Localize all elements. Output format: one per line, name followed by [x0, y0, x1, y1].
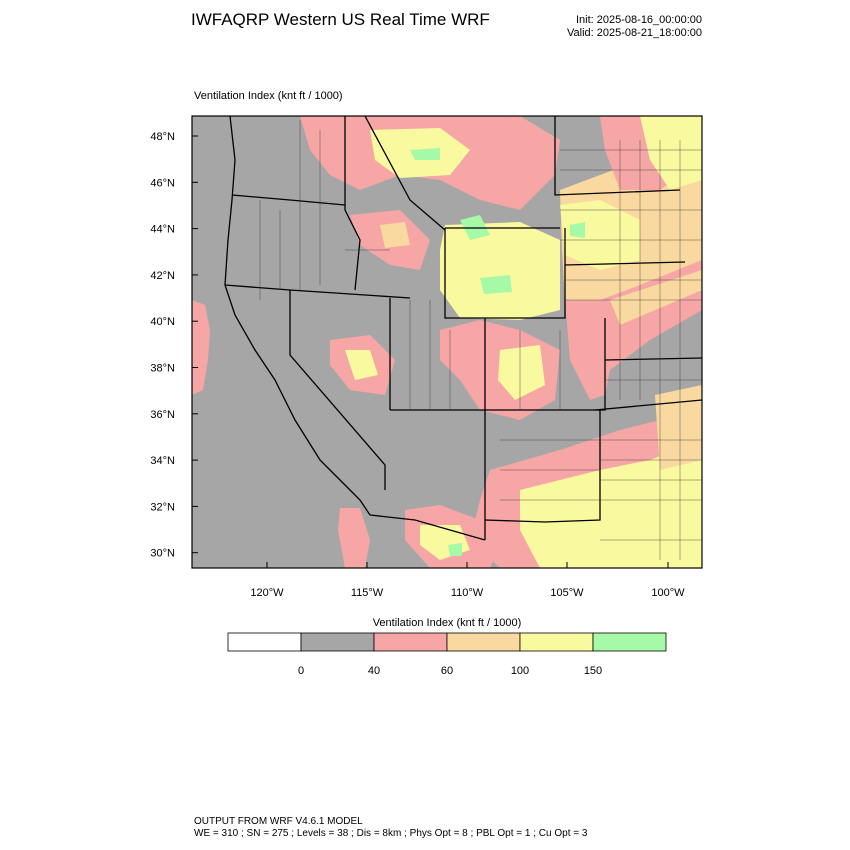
lat-label: 48°N [150, 131, 175, 143]
field-colorado-yellow [498, 345, 545, 400]
footer-model-line: OUTPUT FROM WRF V4.6.1 MODEL [194, 816, 363, 827]
field-idaho-tan [380, 222, 410, 248]
field-nevada-yellow [345, 350, 378, 380]
map-subtitle: Ventilation Index (knt ft / 1000) [194, 90, 343, 102]
colorbar-bin [373, 632, 448, 652]
colorbar-tick-label: 40 [368, 665, 380, 677]
field-texas-tan [655, 385, 702, 470]
valid-time: Valid: 2025-08-21_18:00:00 [567, 27, 702, 39]
state-borders [224, 116, 702, 541]
lat-label: 46°N [150, 177, 175, 189]
map-frame [191, 115, 703, 569]
field-sd-green [570, 222, 585, 238]
colorbar-ticks: 0 40 60 100 150 [298, 665, 602, 677]
field-plains-tan-band [610, 270, 702, 325]
lon-label: 110°W [451, 587, 484, 599]
colorbar-title: Ventilation Index (knt ft / 1000) [373, 617, 522, 629]
colorbar-bin [300, 632, 375, 652]
lat-label: 38°N [150, 363, 175, 375]
lat-label: 42°N [150, 270, 175, 282]
colorbar-tick-label: 0 [298, 665, 304, 677]
field-wy-green-south [480, 275, 512, 294]
lon-axis: 120°W 115°W 110°W 105°W 100°W [250, 562, 685, 599]
lat-label: 34°N [150, 455, 175, 467]
lat-label: 40°N [150, 316, 175, 328]
lat-axis: 48°N 46°N 44°N 42°N 40°N 38°N 36°N 34°N 32°N 30°N [150, 131, 198, 560]
field-wyoming-yellow [440, 222, 560, 320]
field-montana-green [410, 148, 440, 160]
field-nd-yellow [640, 116, 702, 190]
lat-label: 36°N [150, 409, 175, 421]
colorbar-tick-label: 100 [511, 665, 529, 677]
lon-label: 120°W [250, 587, 284, 599]
lon-label: 105°W [550, 587, 584, 599]
field-arizona-green [448, 543, 462, 556]
footer-config-line: WE = 310 ; SN = 275 ; Levels = 38 ; Dis … [194, 828, 588, 839]
field-pacific-pink [192, 300, 210, 395]
colorbar-bin [227, 632, 302, 652]
colorbar-bin [592, 632, 667, 652]
map-field [192, 116, 702, 568]
init-time: Init: 2025-08-16_00:00:00 [576, 14, 702, 26]
colorbar [227, 632, 667, 652]
lat-label: 32°N [150, 501, 175, 513]
county-lines [259, 120, 702, 560]
field-south-yellow [520, 440, 702, 568]
lon-label: 115°W [351, 587, 384, 599]
colorbar-tick-label: 60 [441, 665, 453, 677]
plot-title: IWFAQRP Western US Real Time WRF [191, 10, 490, 29]
field-baja-pink [338, 508, 370, 568]
colorbar-tick-label: 150 [584, 665, 602, 677]
lat-label: 30°N [150, 548, 175, 560]
lat-label: 44°N [150, 224, 175, 236]
colorbar-bin [446, 632, 521, 652]
lon-label: 100°W [651, 587, 685, 599]
colorbar-bin [519, 632, 594, 652]
